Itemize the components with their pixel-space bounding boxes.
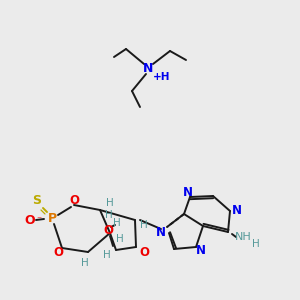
Text: N: N <box>183 185 193 199</box>
Text: NH: NH <box>235 232 251 242</box>
Text: H: H <box>103 250 111 260</box>
Text: +H: +H <box>153 72 171 82</box>
Text: O: O <box>69 194 79 206</box>
Text: O: O <box>53 245 63 259</box>
Text: N: N <box>156 226 166 238</box>
Text: P: P <box>47 212 57 224</box>
Text: H: H <box>106 198 114 208</box>
Text: N: N <box>143 61 153 74</box>
Text: O: O <box>25 214 35 226</box>
Text: N: N <box>232 203 242 217</box>
Text: ⁻: ⁻ <box>36 215 42 225</box>
Text: H: H <box>116 234 124 244</box>
Text: H: H <box>113 218 121 228</box>
Text: H: H <box>140 220 148 230</box>
Text: H: H <box>105 210 113 220</box>
Text: S: S <box>32 194 41 206</box>
Text: H: H <box>81 258 89 268</box>
Text: N: N <box>196 244 206 256</box>
Text: O: O <box>103 224 113 236</box>
Text: O: O <box>139 245 149 259</box>
Text: H: H <box>252 239 260 249</box>
